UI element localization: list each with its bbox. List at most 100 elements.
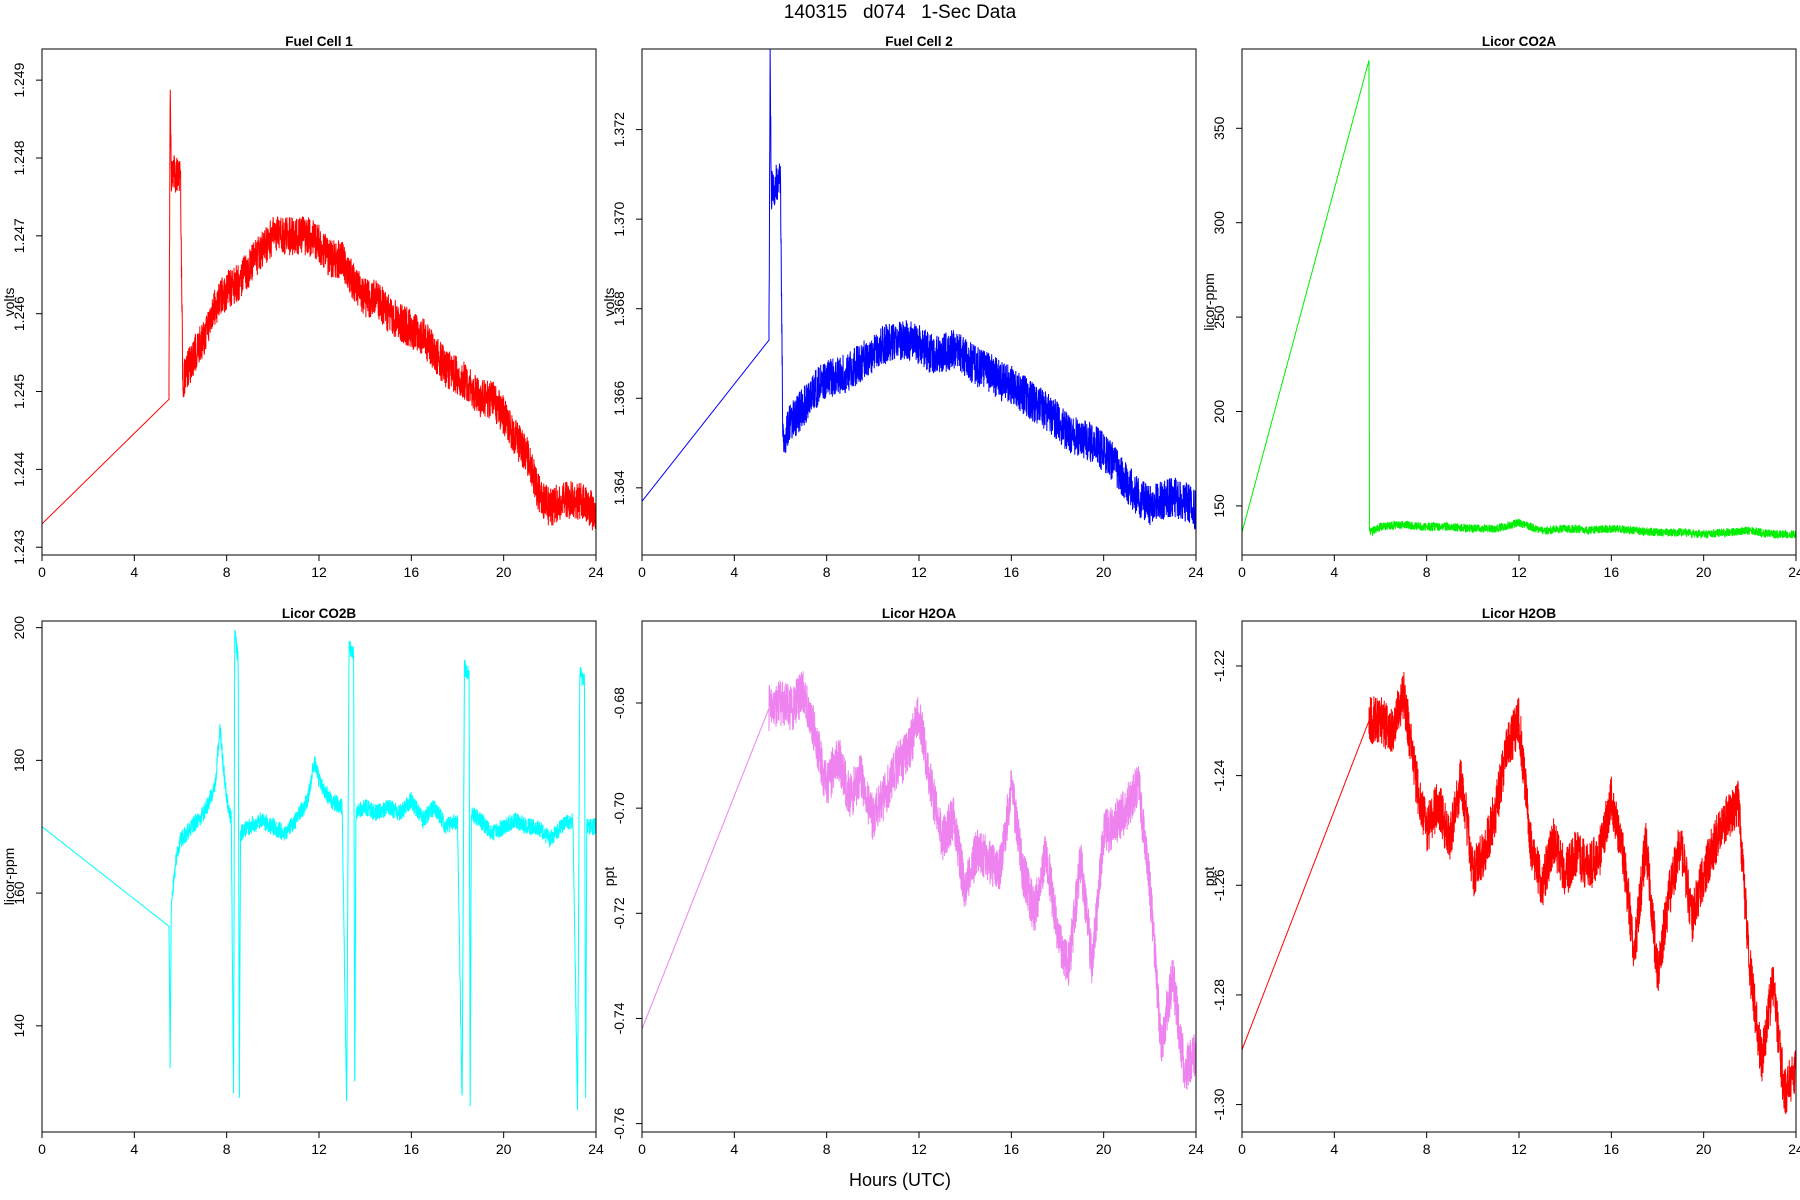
fuel-cell-1-y-tick-label: 1.246 <box>11 296 27 331</box>
fuel-cell-1-title: Fuel Cell 1 <box>285 34 353 49</box>
panel-fuel-cell-2: Fuel Cell 2 0 4 8 12 16 20 24 1.364 1.366 1.368 1.3… <box>601 34 1204 580</box>
licor-co2a-x-tick-label: 0 <box>1238 564 1246 580</box>
licor-co2b-y-tick-label: 140 <box>11 1014 27 1038</box>
licor-h2ob-x-tick-label: 12 <box>1511 1141 1527 1157</box>
licor-co2b-y-tick-label: 180 <box>11 748 27 772</box>
licor-h2oa-x-tick-label: 4 <box>730 1141 738 1157</box>
licor-h2oa-x-tick-label: 8 <box>823 1141 831 1157</box>
licor-co2a-series-line <box>1242 60 1796 540</box>
figure-title: 140315 d074 1-Sec Data <box>783 2 1017 23</box>
fuel-cell-2-y-axis-label: volts <box>601 288 617 317</box>
panel-licor-h2oa: Licor H2OA 0 4 8 12 16 20 24 -0.76 -0.74 -0.72 -0.7… <box>601 606 1204 1157</box>
licor-co2b-y-tick-label: 200 <box>11 616 27 640</box>
licor-co2a-x-tick-label: 16 <box>1604 564 1620 580</box>
fuel-cell-1-x-tick-label: 4 <box>130 564 138 580</box>
fuel-cell-1-x-tick-label: 12 <box>311 564 327 580</box>
licor-h2ob-y-tick-label: -1.26 <box>1211 869 1227 901</box>
licor-co2b-series-line <box>42 630 596 1111</box>
licor-co2a-y-tick-label: 300 <box>1211 211 1227 235</box>
licor-co2b-x-tick-label: 4 <box>130 1141 138 1157</box>
fuel-cell-1-x-tick-label: 24 <box>588 564 604 580</box>
fuel-cell-1-x-tick-label: 16 <box>404 564 420 580</box>
fuel-cell-2-x-tick-label: 16 <box>1004 564 1020 580</box>
fuel-cell-2-plot-frame <box>641 48 1197 556</box>
licor-co2b-y-axis-label: licor-ppm <box>1 848 17 906</box>
fuel-cell-2-x-tick-label: 4 <box>730 564 738 580</box>
licor-co2b-y-tick-label: 160 <box>11 881 27 905</box>
fuel-cell-2-x-tick-label: 24 <box>1188 564 1204 580</box>
fuel-cell-2-title: Fuel Cell 2 <box>885 34 953 49</box>
licor-h2oa-x-tick-label: 0 <box>638 1141 646 1157</box>
licor-h2oa-x-tick-label: 20 <box>1096 1141 1112 1157</box>
licor-co2b-x-tick-label: 12 <box>311 1141 327 1157</box>
licor-h2oa-y-tick-label: -0.74 <box>611 1002 627 1034</box>
licor-co2a-x-tick-label: 20 <box>1696 564 1712 580</box>
fuel-cell-1-plot-frame <box>41 48 597 556</box>
licor-co2a-y-tick-label: 250 <box>1211 305 1227 329</box>
licor-co2a-y-axis-label: licor-ppm <box>1201 273 1217 331</box>
licor-h2oa-y-tick-label: -0.68 <box>611 687 627 719</box>
fuel-cell-1-y-tick-label: 1.244 <box>11 452 27 487</box>
fuel-cell-1-x-tick-label: 20 <box>496 564 512 580</box>
fuel-cell-2-y-tick-label: 1.372 <box>611 112 627 147</box>
fuel-cell-1-x-tick-label: 0 <box>38 564 46 580</box>
licor-h2ob-x-tick-label: 8 <box>1423 1141 1431 1157</box>
licor-h2ob-series-line <box>1242 672 1796 1115</box>
fuel-cell-2-x-tick-label: 8 <box>823 564 831 580</box>
licor-co2b-x-tick-label: 16 <box>404 1141 420 1157</box>
licor-co2a-y-tick-label: 350 <box>1211 116 1227 140</box>
panel-fuel-cell-1: Fuel Cell 1 0 4 8 12 16 20 24 1.243 1.244 1.245 1.2… <box>1 34 604 580</box>
licor-h2ob-y-tick-label: -1.24 <box>1211 759 1227 791</box>
licor-h2ob-title: Licor H2OB <box>1482 606 1557 621</box>
fuel-cell-2-series-line <box>642 49 1196 530</box>
licor-co2b-x-tick-label: 24 <box>588 1141 604 1157</box>
licor-h2ob-x-tick-label: 4 <box>1330 1141 1338 1157</box>
licor-co2a-title: Licor CO2A <box>1482 34 1557 49</box>
licor-co2a-x-tick-label: 12 <box>1511 564 1527 580</box>
licor-h2oa-plot-frame <box>641 620 1197 1133</box>
licor-h2ob-y-axis-label: ppt <box>1201 867 1217 887</box>
licor-co2a-y-tick-label: 200 <box>1211 400 1227 424</box>
panel-licor-co2a: Licor CO2A 0 4 8 12 16 20 24 150 200 250 300 350 lico… <box>1201 34 1800 580</box>
licor-co2a-y-tick-label: 150 <box>1211 494 1227 518</box>
fuel-cell-2-x-tick-label: 0 <box>638 564 646 580</box>
licor-h2oa-x-tick-label: 16 <box>1004 1141 1020 1157</box>
licor-co2a-x-tick-label: 24 <box>1788 564 1800 580</box>
fuel-cell-2-y-tick-label: 1.370 <box>611 201 627 236</box>
licor-h2oa-y-tick-label: -0.70 <box>611 792 627 824</box>
licor-co2b-title: Licor CO2B <box>282 606 357 621</box>
licor-co2b-plot-frame <box>41 620 597 1133</box>
fuel-cell-2-y-tick-label: 1.368 <box>611 291 627 326</box>
fuel-cell-1-y-tick-label: 1.249 <box>11 62 27 97</box>
fuel-cell-1-y-axis-label: volts <box>1 288 17 317</box>
licor-co2b-x-tick-label: 0 <box>38 1141 46 1157</box>
fuel-cell-1-x-tick-label: 8 <box>223 564 231 580</box>
licor-h2ob-x-tick-label: 24 <box>1788 1141 1800 1157</box>
licor-h2oa-series-line <box>642 671 1196 1091</box>
licor-co2a-x-tick-label: 4 <box>1330 564 1338 580</box>
licor-h2oa-x-tick-label: 24 <box>1188 1141 1204 1157</box>
fuel-cell-1-series-line <box>42 89 596 531</box>
panel-licor-h2ob: Licor H2OB 0 4 8 12 16 20 24 -1.30 -1.28 -1.26 -1.2… <box>1201 606 1800 1157</box>
fuel-cell-1-y-tick-label: 1.245 <box>11 374 27 409</box>
fuel-cell-2-y-tick-label: 1.364 <box>611 470 627 505</box>
licor-h2ob-x-tick-label: 0 <box>1238 1141 1246 1157</box>
fuel-cell-1-y-tick-label: 1.248 <box>11 140 27 175</box>
panel-licor-co2b: Licor CO2B 0 4 8 12 16 20 24 140 160 180 200 licor-p… <box>1 606 604 1157</box>
licor-h2oa-y-axis-label: ppt <box>601 867 617 887</box>
licor-co2b-x-tick-label: 8 <box>223 1141 231 1157</box>
fuel-cell-2-y-tick-label: 1.366 <box>611 381 627 416</box>
licor-co2a-x-tick-label: 8 <box>1423 564 1431 580</box>
licor-h2ob-y-tick-label: -1.28 <box>1211 979 1227 1011</box>
fuel-cell-1-y-tick-label: 1.247 <box>11 218 27 253</box>
fuel-cell-2-x-tick-label: 20 <box>1096 564 1112 580</box>
licor-h2oa-y-tick-label: -0.72 <box>611 897 627 929</box>
licor-h2oa-y-tick-label: -0.76 <box>611 1107 627 1139</box>
licor-h2oa-x-tick-label: 12 <box>911 1141 927 1157</box>
licor-h2ob-x-tick-label: 16 <box>1604 1141 1620 1157</box>
licor-h2ob-y-tick-label: -1.30 <box>1211 1088 1227 1120</box>
licor-h2ob-x-tick-label: 20 <box>1696 1141 1712 1157</box>
shared-x-axis-label: Hours (UTC) <box>849 1170 951 1190</box>
fuel-cell-2-x-tick-label: 12 <box>911 564 927 580</box>
licor-h2ob-y-tick-label: -1.22 <box>1211 650 1227 682</box>
